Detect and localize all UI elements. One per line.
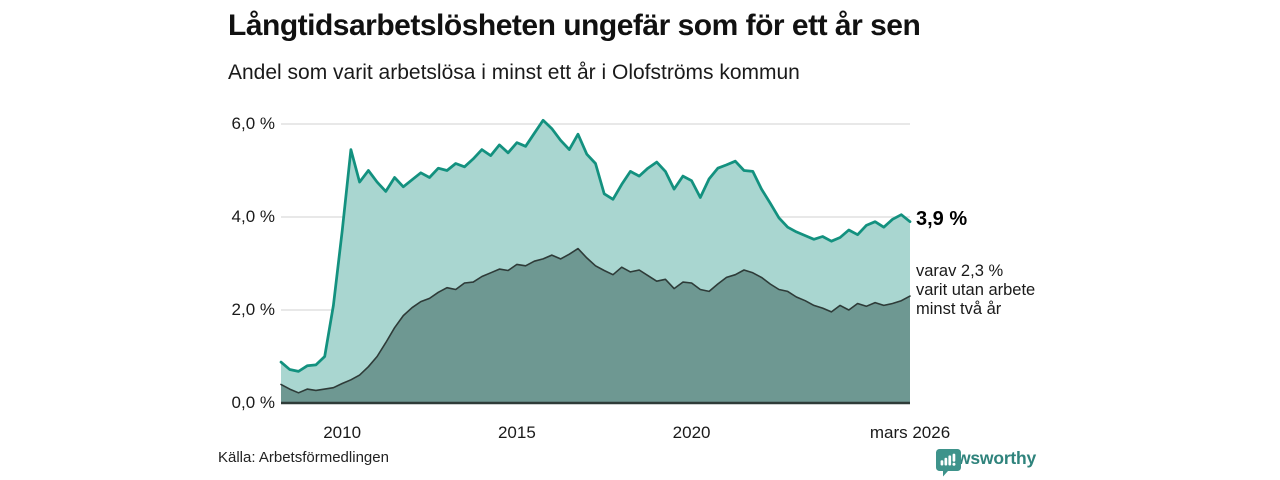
x-tick-label: 2010 (323, 423, 362, 442)
line-series-two-years (280, 247, 911, 394)
area-series-two-years (281, 248, 910, 403)
y-tick-label: 2,0 % (231, 300, 275, 319)
x-tick-label: 2020 (672, 423, 711, 442)
page-subtitle: Andel som varit arbetslösa i minst ett å… (228, 61, 800, 84)
brand-lockup: Newsworthy (935, 448, 1036, 477)
x-tick-label: mars 2026 (869, 423, 951, 442)
line-series-one-year (279, 118, 912, 373)
newsworthy-logo-icon (936, 449, 961, 477)
page-title: Långtidsarbetslösheten ungefär som för e… (228, 9, 921, 42)
y-tick-label: 4,0 % (231, 207, 275, 226)
y-tick-label: 6,0 % (231, 114, 275, 133)
y-tick-label: 0,0 % (231, 393, 275, 412)
source-note: Källa: Arbetsförmedlingen (218, 449, 389, 466)
x-tick-label: 2015 (497, 423, 536, 442)
end-value-label-total: 3,9 % (916, 208, 968, 230)
end-value-label-breakdown: varav 2,3 % varit utan arbete minst två … (916, 262, 1036, 318)
